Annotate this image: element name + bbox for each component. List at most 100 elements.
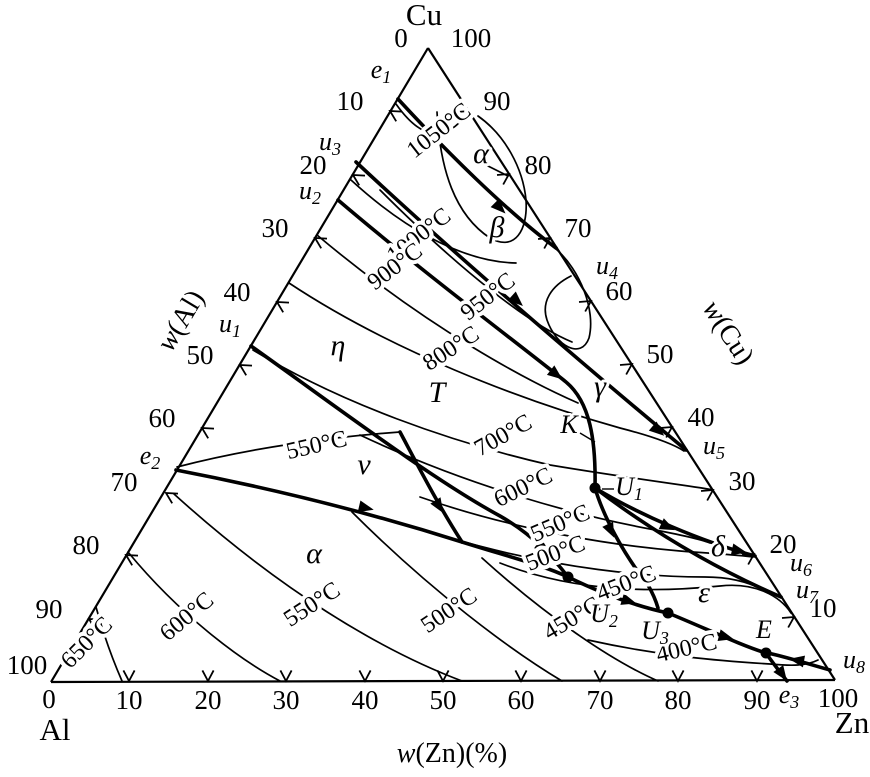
al-axis-zero-label: 0 <box>394 23 408 53</box>
tick-right-70 <box>537 236 552 249</box>
monovariant-U2-U3 <box>566 575 670 615</box>
monovariant-v-branch <box>398 430 464 544</box>
region-label-1-β: β <box>489 211 505 244</box>
point-label-K: K <box>559 410 579 439</box>
tick-label-right-10: 10 <box>810 593 837 623</box>
monovariant-u2-K-U1 <box>336 198 597 490</box>
region-label-6-T: T <box>429 376 448 409</box>
region-label-2-γ: γ <box>594 370 607 403</box>
axis-title-right: w(Cu) <box>696 295 760 371</box>
isotherm-1050 <box>395 103 466 135</box>
tick-left-50 <box>238 364 253 376</box>
tick-left-60 <box>200 427 215 439</box>
isotherm-loop-u4 <box>544 248 592 350</box>
isotherm-label-550c-14: 550°C <box>279 577 345 632</box>
isotherm-450-bottom <box>481 557 659 682</box>
tick-label-left-90: 90 <box>36 594 63 624</box>
flow-arrow-9 <box>534 538 550 552</box>
cu-axis-100-label: 100 <box>451 23 492 53</box>
isotherm-700 <box>252 349 714 491</box>
tick-label-bottom-70: 70 <box>587 685 614 715</box>
isotherm-label-1050c-0: 1050°C <box>402 98 476 164</box>
tick-bottom-20 <box>201 669 215 683</box>
zn-axis-zero-label: 0 <box>42 684 56 714</box>
isotherm-curves <box>95 103 819 682</box>
flow-arrow-0 <box>490 198 506 214</box>
al-axis-100-label: 100 <box>7 650 48 680</box>
tick-left-10 <box>388 110 403 122</box>
invariant-dot-E <box>760 647 772 659</box>
flow-arrow-10 <box>620 593 637 605</box>
flow-arrow-13 <box>773 665 787 681</box>
tick-label-left-40: 40 <box>224 277 251 307</box>
flow-arrow-1 <box>507 291 523 307</box>
tick-label-left-30: 30 <box>262 213 289 243</box>
tick-label-right-90: 90 <box>484 86 511 116</box>
tick-left-70 <box>164 492 179 504</box>
monovariant-U1-down <box>593 486 660 610</box>
region-label-8-α: α <box>306 537 323 570</box>
tick-left-90 <box>87 618 102 630</box>
tick-label-right-30: 30 <box>729 466 756 496</box>
tick-label-left-10: 10 <box>337 86 364 116</box>
point-label-u8: u8 <box>843 645 865 677</box>
point-label-U1: U1 <box>615 472 643 504</box>
flow-arrow-8 <box>357 500 374 513</box>
tick-bottom-80 <box>671 669 685 683</box>
point-label-E: E <box>755 615 772 644</box>
monovariant-u3-u5 <box>354 160 688 452</box>
isotherm-600-left <box>127 551 281 682</box>
isotherm-900 <box>316 234 579 404</box>
flow-arrow-4 <box>602 521 615 538</box>
tick-right-80 <box>496 172 511 185</box>
tick-right-90 <box>456 109 471 122</box>
isotherm-label-950c-2: 950°C <box>456 268 521 326</box>
region-label-4-ε: ε <box>698 576 710 609</box>
monovariant-e2-U2 <box>174 468 570 579</box>
tick-bottom-30 <box>279 669 293 683</box>
isotherm-label-600c-13: 600°C <box>155 587 219 647</box>
invariant-dot-U1 <box>589 482 601 494</box>
flow-arrow-5 <box>658 518 675 531</box>
tick-label-left-80: 80 <box>73 530 100 560</box>
tick-right-20 <box>741 552 756 565</box>
tick-label-right-50: 50 <box>647 339 674 369</box>
isotherm-650 <box>95 606 123 682</box>
flow-arrow-11 <box>717 629 734 642</box>
isotherm-loop-beta <box>436 111 528 244</box>
tick-label-bottom-50: 50 <box>430 685 457 715</box>
leader-lines <box>579 432 614 490</box>
tick-right-30 <box>700 488 715 501</box>
tick-bottom-70 <box>593 669 607 683</box>
point-label-u3: u3 <box>319 127 341 159</box>
invariant-dot-U3 <box>662 607 674 619</box>
axis-title-bottom: w(Zn)(%) <box>397 738 507 769</box>
tick-bottom-90 <box>750 669 764 683</box>
tick-label-bottom-20: 20 <box>195 685 222 715</box>
tick-left-20 <box>351 174 366 186</box>
tick-label-right-70: 70 <box>565 213 592 243</box>
tick-label-bottom-40: 40 <box>352 685 379 715</box>
tick-bottom-60 <box>514 669 528 683</box>
tick-label-right-40: 40 <box>688 402 715 432</box>
monovariant-e1-u4 <box>396 97 558 250</box>
tick-label-left-50: 50 <box>187 340 214 370</box>
tick-right-60 <box>578 299 593 312</box>
monovariant-u1-U2 <box>249 344 570 579</box>
flow-arrows <box>357 198 805 681</box>
tick-left-30 <box>313 237 328 249</box>
tick-left-40 <box>275 301 290 313</box>
axis-ticks <box>87 109 796 683</box>
tick-label-left-60: 60 <box>149 403 176 433</box>
isotherm-550-right <box>419 496 754 558</box>
point-label-u5: u5 <box>703 431 725 463</box>
labels: 102030405060708090w(Al)90807060504030201… <box>7 0 870 769</box>
point-label-U2: U2 <box>590 599 618 631</box>
corner-al-label: Al <box>40 712 71 747</box>
tick-bottom-50 <box>436 669 450 683</box>
tick-bottom-10 <box>122 669 136 683</box>
flow-arrow-7 <box>430 497 444 514</box>
tick-bottom-40 <box>358 669 372 683</box>
flow-arrow-12 <box>789 655 805 668</box>
